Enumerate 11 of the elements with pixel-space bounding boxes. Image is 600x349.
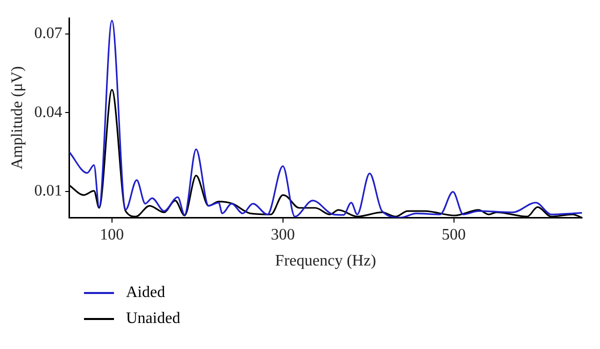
x-axis-title: Frequency (Hz) — [275, 252, 376, 270]
y-tick-label: 0.04 — [34, 104, 62, 121]
y-axis-title: Amplitude (μV) — [8, 66, 26, 170]
x-tick-label: 100 — [100, 226, 124, 244]
legend-label: Unaided — [126, 310, 180, 328]
y-tick-label: 0.01 — [34, 182, 62, 200]
legend-label: Aided — [126, 284, 166, 302]
x-tick-label: 300 — [270, 226, 295, 244]
x-tick-label: 500 — [442, 226, 466, 244]
line-series — [69, 20, 582, 218]
y-tick-label: 0.07 — [34, 24, 62, 42]
